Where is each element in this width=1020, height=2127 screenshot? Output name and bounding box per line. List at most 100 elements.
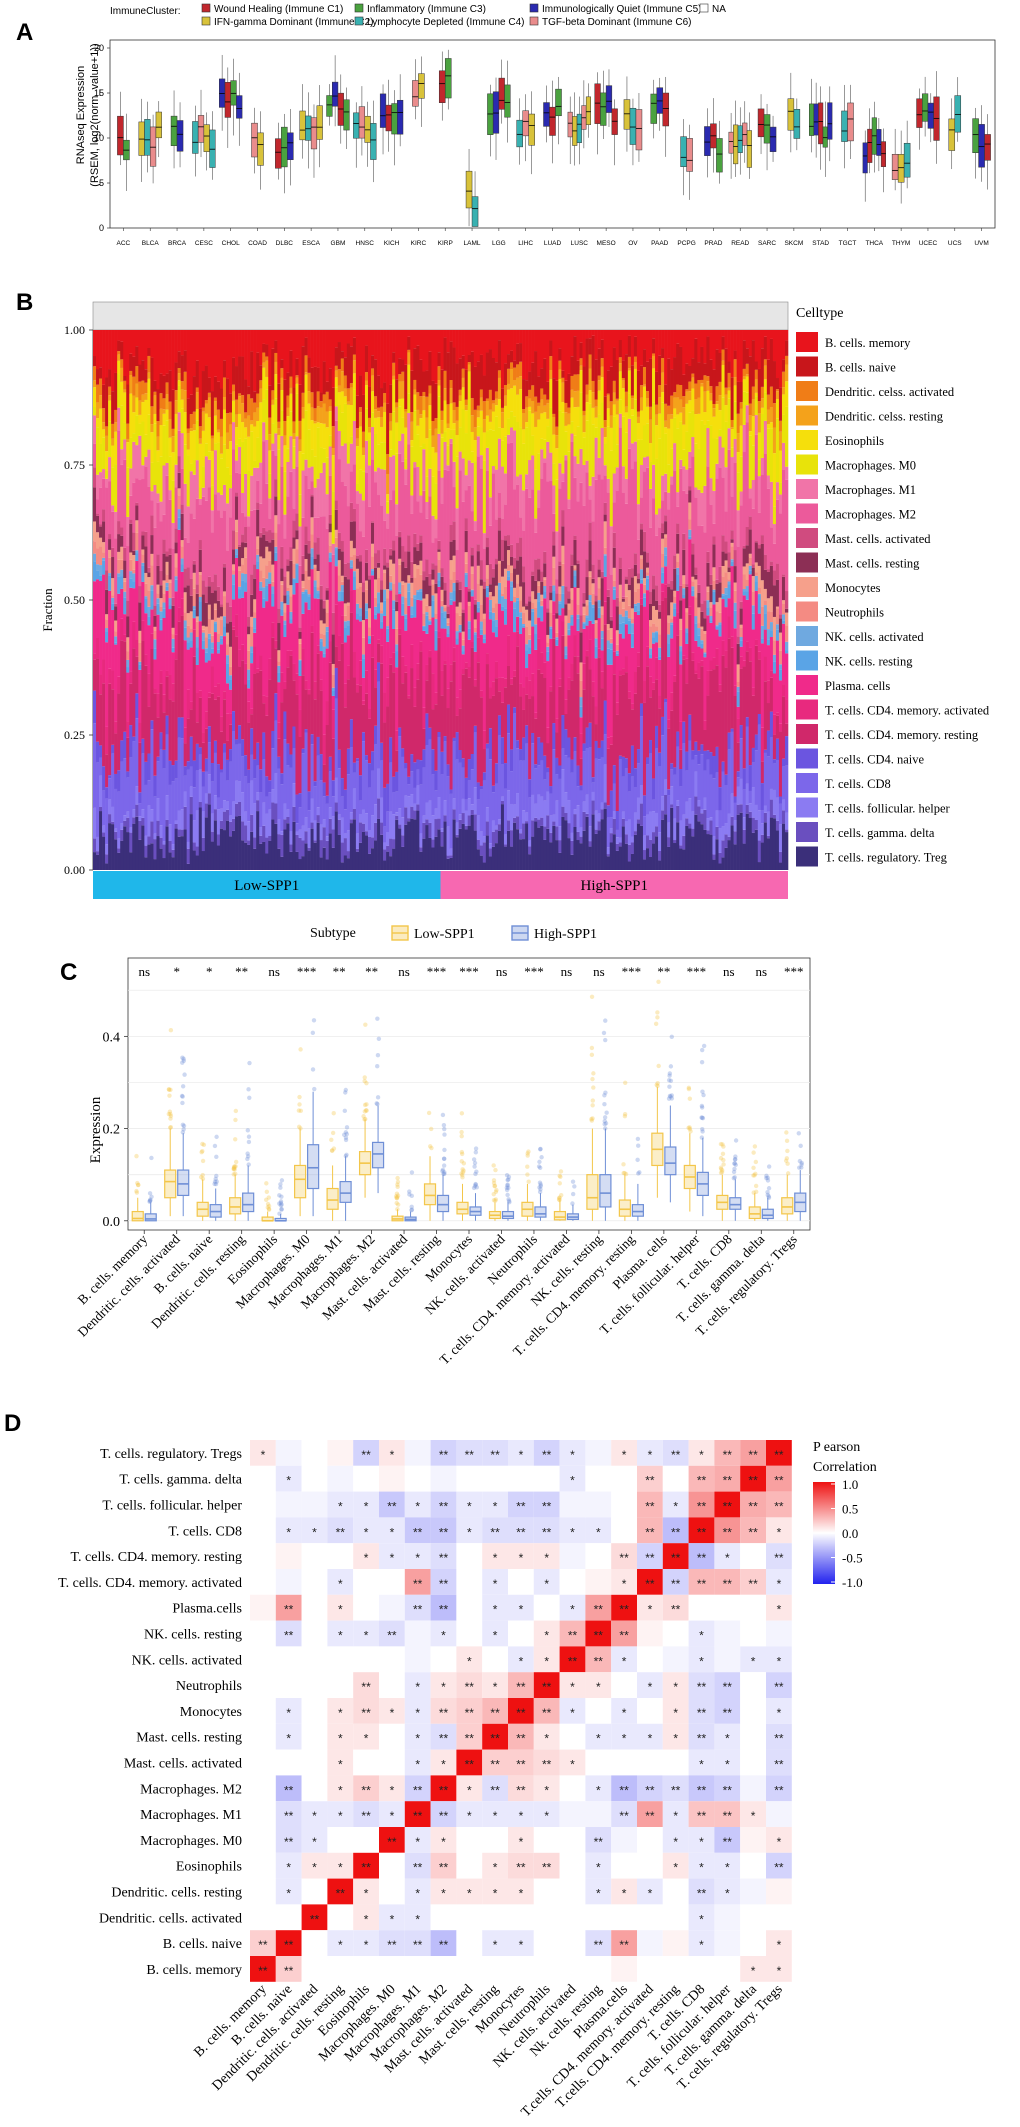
b-bar-segment — [335, 549, 338, 566]
b-bar-segment — [329, 532, 332, 545]
b-bar-segment — [706, 600, 709, 607]
b-bar-segment — [289, 612, 292, 619]
b-bar-segment — [329, 368, 332, 399]
a-box — [505, 85, 511, 117]
b-bar-segment — [580, 343, 583, 359]
b-bar-segment — [661, 539, 664, 554]
b-bar-segment — [181, 389, 184, 399]
b-bar-segment — [398, 441, 401, 454]
b-bar-segment — [652, 800, 655, 811]
b-bar-segment — [395, 812, 398, 815]
b-bar-segment — [416, 501, 419, 544]
b-bar-segment — [528, 635, 531, 640]
b-bar-segment — [153, 485, 156, 528]
b-bar-segment — [444, 742, 447, 801]
b-bar-segment — [456, 837, 459, 870]
b-bar-segment — [625, 844, 628, 870]
b-bar-segment — [241, 580, 244, 598]
b-bar-segment — [217, 845, 220, 870]
b-bar-segment — [256, 394, 259, 408]
b-bar-segment — [274, 398, 277, 433]
b-bar-segment — [93, 407, 96, 415]
b-bar-segment — [694, 815, 697, 870]
b-bar-segment — [271, 789, 274, 802]
b-bar-segment — [407, 445, 410, 536]
b-bar-segment — [93, 467, 96, 487]
b-bar-segment — [468, 460, 471, 486]
b-bar-segment — [199, 572, 202, 574]
b-bar-segment — [673, 608, 676, 616]
b-bar-segment — [465, 531, 468, 552]
b-bar-segment — [489, 595, 492, 600]
b-bar-segment — [262, 363, 265, 368]
b-bar-segment — [274, 693, 277, 721]
b-bar-segment — [685, 826, 688, 870]
b-bar-segment — [196, 387, 199, 392]
b-bar-segment — [386, 474, 389, 494]
b-bar-segment — [534, 427, 537, 469]
b-bar-segment — [691, 410, 694, 437]
b-bar-segment — [326, 590, 329, 599]
b-bar-segment — [658, 660, 661, 696]
b-bar-segment — [437, 797, 440, 819]
b-bar-segment — [277, 650, 280, 661]
b-bar-segment — [640, 569, 643, 580]
b-bar-segment — [540, 606, 543, 607]
b-bar-segment — [286, 448, 289, 462]
b-bar-segment — [374, 607, 377, 615]
b-bar-segment — [622, 757, 625, 777]
b-bar-segment — [459, 401, 462, 427]
b-bar-segment — [447, 424, 450, 429]
b-bar-segment — [317, 518, 320, 538]
b-bar-segment — [540, 797, 543, 818]
b-bar-segment — [226, 603, 229, 624]
b-bar-segment — [510, 330, 513, 351]
b-bar-segment — [166, 591, 169, 671]
b-bar-segment — [286, 744, 289, 765]
b-bar-segment — [441, 438, 444, 478]
b-bar-segment — [592, 408, 595, 424]
b-bar-segment — [229, 675, 232, 679]
a-ytick-label: 0 — [99, 223, 104, 233]
b-bar-segment — [326, 841, 329, 860]
b-bar-segment — [570, 398, 573, 421]
b-bar-segment — [480, 622, 483, 630]
b-bar-segment — [719, 863, 722, 870]
b-bar-segment — [537, 376, 540, 402]
b-bar-segment — [401, 372, 404, 382]
b-bar-segment — [567, 414, 570, 425]
b-bar-segment — [667, 847, 670, 870]
b-bar-segment — [549, 408, 552, 453]
b-bar-segment — [99, 776, 102, 807]
b-bar-segment — [386, 454, 389, 474]
b-bar-segment — [613, 417, 616, 473]
b-bar-segment — [555, 640, 558, 646]
b-bar-segment — [308, 810, 311, 828]
b-bar-segment — [265, 696, 268, 715]
b-bar-segment — [413, 804, 416, 811]
b-bar-segment — [513, 330, 516, 360]
b-bar-segment — [546, 612, 549, 635]
b-bar-segment — [159, 849, 162, 870]
b-bar-segment — [422, 729, 425, 749]
b-bar-segment — [634, 787, 637, 813]
b-bar-segment — [570, 588, 573, 599]
b-bar-segment — [419, 852, 422, 870]
b-bar-segment — [365, 590, 368, 604]
b-bar-segment — [580, 837, 583, 844]
b-bar-segment — [305, 590, 308, 592]
b-bar-segment — [274, 824, 277, 870]
b-bar-segment — [205, 456, 208, 501]
b-bar-segment — [220, 732, 223, 770]
b-bar-segment — [302, 574, 305, 581]
a-xtick-label: KIRC — [411, 240, 427, 247]
b-bar-segment — [253, 837, 256, 848]
b-bar-segment — [274, 515, 277, 532]
b-bar-segment — [546, 647, 549, 652]
b-bar-segment — [244, 755, 247, 776]
b-bar-segment — [453, 487, 456, 521]
b-bar-segment — [362, 432, 365, 448]
b-bar-segment — [583, 411, 586, 416]
b-bar-segment — [580, 758, 583, 785]
b-bar-segment — [99, 546, 102, 565]
